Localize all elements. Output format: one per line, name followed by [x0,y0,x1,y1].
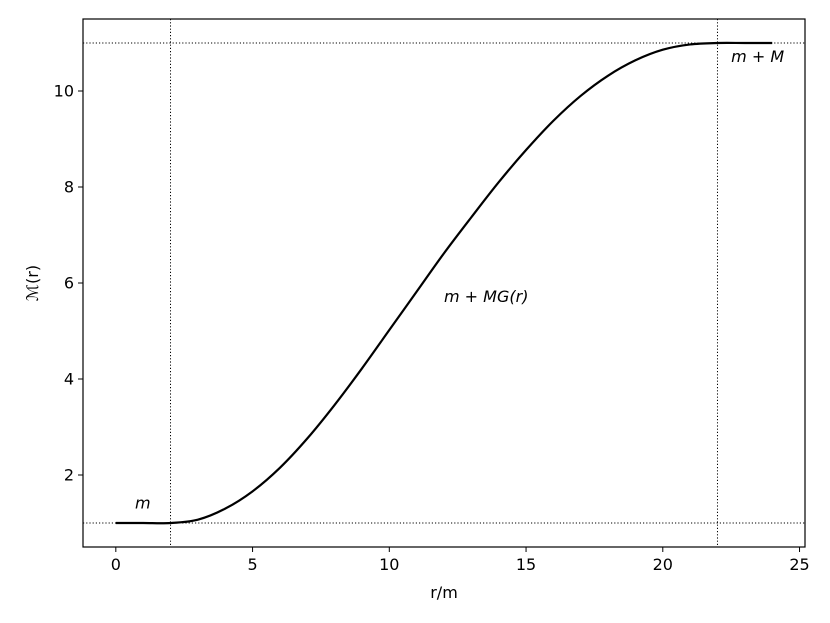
x-tick-label: 20 [653,555,673,574]
x-axis-ticks: 0 5 10 15 20 25 [111,547,810,574]
curve-annotation: m + M [731,47,784,66]
x-tick-label: 5 [247,555,257,574]
y-tick-label: 10 [54,82,74,101]
x-tick-label: 15 [516,555,536,574]
x-tick-label: 0 [111,555,121,574]
annotations: m m + MG(r) m + M [135,47,784,512]
x-tick-label: 25 [789,555,809,574]
reference-lines [83,19,805,547]
y-tick-label: 2 [64,466,74,485]
x-axis-label: r/m [430,583,458,602]
y-axis-label: ℳ(r) [23,265,42,301]
y-axis-ticks: 2 4 6 8 10 [54,82,83,485]
data-curve [115,41,773,525]
y-tick-label: 8 [64,178,74,197]
y-tick-label: 6 [64,274,74,293]
y-tick-label: 4 [64,370,74,389]
curve-annotation: m + MG(r) [444,287,528,306]
curve-annotation: m [135,494,151,513]
x-tick-label: 10 [379,555,399,574]
